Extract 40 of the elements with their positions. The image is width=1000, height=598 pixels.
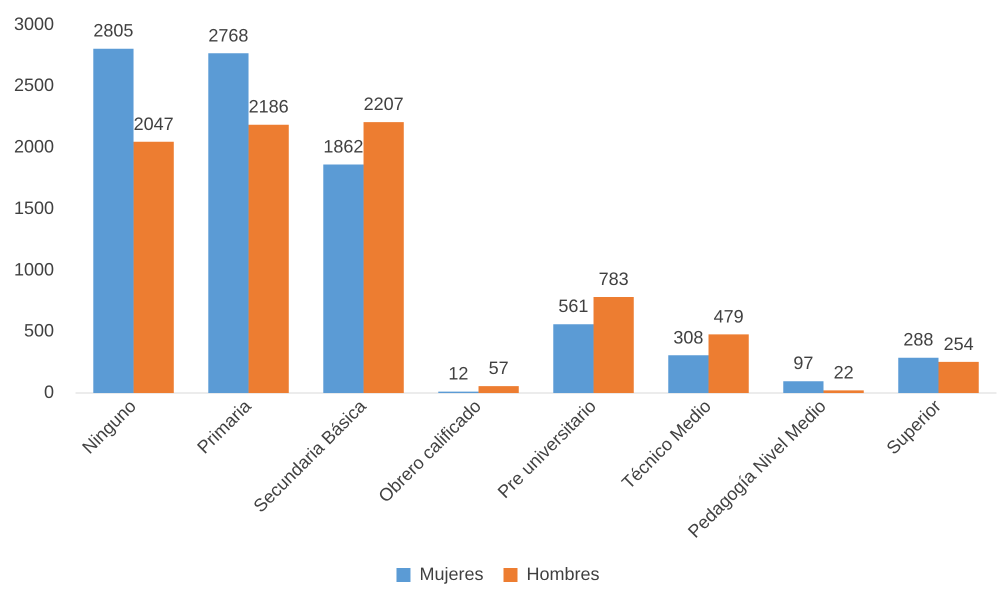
- y-tick-label: 1500: [14, 198, 54, 218]
- bar: [594, 296, 634, 394]
- y-tick-label: 0: [44, 382, 54, 402]
- data-label: 2186: [248, 96, 289, 117]
- data-label: 2047: [134, 114, 174, 134]
- data-label: 22: [834, 362, 854, 382]
- bar: [93, 48, 134, 394]
- legend-label: Mujeres: [419, 564, 484, 584]
- data-label: 1862: [323, 136, 364, 156]
- data-label: 57: [488, 358, 509, 378]
- bar: [478, 386, 519, 394]
- bar: [134, 142, 174, 394]
- bar: [248, 124, 289, 394]
- data-label: 12: [448, 364, 468, 384]
- bar: [708, 334, 749, 394]
- data-label: 308: [673, 327, 704, 348]
- data-label: 2207: [364, 94, 404, 114]
- bar: [898, 358, 939, 394]
- y-tick-label: 1000: [14, 259, 54, 280]
- y-tick-label: 2500: [14, 75, 54, 96]
- bar: [783, 381, 824, 394]
- bar: [824, 390, 864, 394]
- data-label: 254: [944, 334, 974, 354]
- bar: [323, 164, 364, 394]
- y-tick-label: 2000: [14, 136, 54, 157]
- data-label: 2768: [208, 25, 248, 46]
- y-tick-label: 500: [24, 320, 54, 341]
- bar: [668, 355, 709, 394]
- bar: [364, 122, 404, 394]
- data-label: 288: [903, 330, 934, 350]
- data-label: 97: [793, 353, 814, 374]
- data-label: 2805: [93, 20, 134, 41]
- bar: [553, 324, 594, 394]
- data-label: 479: [714, 306, 744, 326]
- legend-label: Hombres: [526, 564, 600, 584]
- data-label: 561: [558, 296, 588, 316]
- y-tick-label: 3000: [14, 14, 54, 34]
- bar: [938, 362, 979, 394]
- data-label: 783: [598, 268, 629, 289]
- bar: [208, 53, 249, 394]
